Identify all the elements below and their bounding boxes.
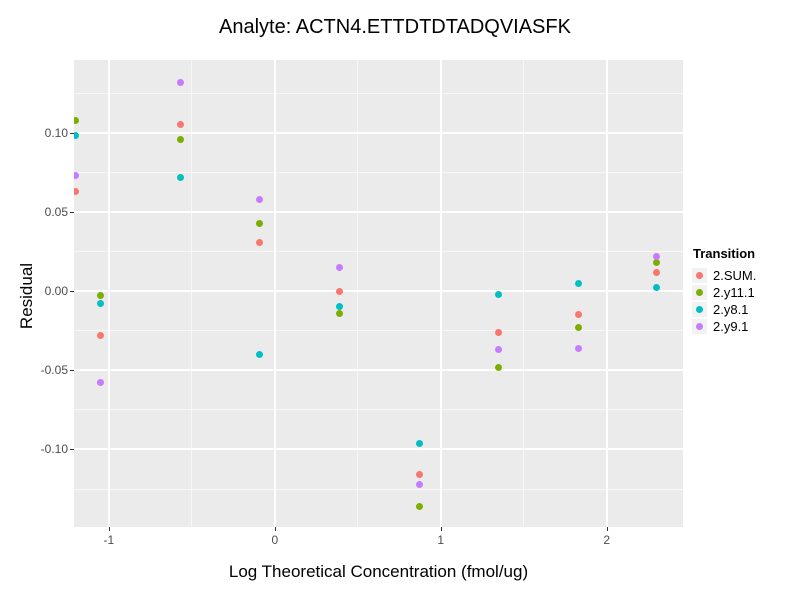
x-tick-label: 1 xyxy=(437,533,445,547)
data-point xyxy=(97,300,105,308)
y-tick-mark xyxy=(70,132,74,134)
y-tick-label: -0.10 xyxy=(40,442,68,457)
legend-item: 2.SUM. xyxy=(692,267,756,284)
gridline-x-minor xyxy=(523,60,525,527)
data-point xyxy=(574,279,582,287)
data-point xyxy=(652,252,660,260)
legend-rows: 2.SUM. 2.y11.1 2.y8.1 2.y9.1 xyxy=(692,267,756,335)
data-point xyxy=(415,480,423,488)
legend-key xyxy=(692,285,707,300)
gridline-y-major xyxy=(74,369,683,372)
legend: Transition 2.SUM. 2.y11.1 2.y8.1 2.y9.1 xyxy=(692,246,756,335)
legend-title: Transition xyxy=(693,246,756,261)
y-tick-mark xyxy=(70,211,74,213)
x-tick-mark xyxy=(274,527,276,531)
data-point xyxy=(256,219,264,227)
legend-key xyxy=(692,319,707,334)
legend-item-label: 2.y11.1 xyxy=(713,285,755,300)
x-tick-label: 0 xyxy=(271,533,279,547)
data-point xyxy=(74,187,80,195)
data-point xyxy=(74,132,80,140)
data-point xyxy=(176,173,184,181)
data-point xyxy=(256,238,264,246)
data-point xyxy=(652,268,660,276)
data-point xyxy=(74,116,80,124)
data-point xyxy=(495,328,503,336)
legend-item-label: 2.SUM. xyxy=(713,268,757,283)
data-point xyxy=(97,292,105,300)
x-tick-mark xyxy=(108,527,110,531)
chart-title: Analyte: ACTN4.ETTDTDTADQVIASFK xyxy=(219,16,571,38)
x-tick-mark xyxy=(606,527,608,531)
data-point xyxy=(415,502,423,510)
gridline-x-major xyxy=(605,60,608,527)
legend-point-icon xyxy=(696,272,703,279)
gridline-y-minor xyxy=(74,251,683,253)
gridline-y-minor xyxy=(74,409,683,411)
data-point xyxy=(74,172,80,180)
gridline-y-major xyxy=(74,290,683,293)
x-tick-label: 2 xyxy=(603,533,610,547)
y-tick-label: 0.00 xyxy=(44,284,68,299)
y-tick-mark xyxy=(70,449,74,451)
data-point xyxy=(415,471,423,479)
legend-item-label: 2.y9.1 xyxy=(713,319,749,334)
y-tick-label: -0.05 xyxy=(40,363,68,378)
gridline-y-minor xyxy=(74,488,683,490)
gridline-x-major xyxy=(273,60,276,527)
data-point xyxy=(495,290,503,298)
data-point xyxy=(336,287,343,295)
data-point xyxy=(97,379,105,387)
gridline-y-major xyxy=(74,210,683,213)
data-point xyxy=(97,331,105,339)
data-point xyxy=(574,311,582,319)
gridline-y-minor xyxy=(74,92,683,94)
legend-item: 2.y11.1 xyxy=(692,284,756,301)
gridline-x-minor xyxy=(357,60,359,527)
x-tick-label: -1 xyxy=(103,533,115,547)
legend-item: 2.y8.1 xyxy=(692,301,756,318)
data-point xyxy=(336,309,343,317)
gridline-x-major xyxy=(439,60,442,527)
legend-key xyxy=(692,268,707,283)
data-point xyxy=(256,350,264,358)
y-tick-mark xyxy=(70,370,74,372)
legend-point-icon xyxy=(696,306,703,313)
data-point xyxy=(176,135,184,143)
data-point xyxy=(176,78,184,86)
gridline-y-major xyxy=(74,131,683,134)
legend-item: 2.y9.1 xyxy=(692,318,756,335)
x-axis-title: Log Theoretical Concentration (fmol/ug) xyxy=(228,562,529,581)
y-tick-mark xyxy=(70,291,74,293)
plot-panel xyxy=(74,60,683,527)
y-axis-title: Residual xyxy=(17,262,36,330)
data-point xyxy=(415,439,423,447)
data-point xyxy=(336,263,343,271)
data-point xyxy=(256,195,264,203)
gridline-y-major xyxy=(74,448,683,451)
data-point xyxy=(176,121,184,129)
gridline-y-minor xyxy=(74,330,683,332)
gridline-x-minor xyxy=(191,60,193,527)
legend-item-label: 2.y8.1 xyxy=(713,302,749,317)
data-point xyxy=(495,346,503,354)
data-point xyxy=(574,324,582,332)
data-point xyxy=(495,363,503,371)
legend-key xyxy=(692,302,707,317)
data-point xyxy=(336,303,343,311)
legend-point-icon xyxy=(696,289,703,296)
y-tick-label: 0.05 xyxy=(44,204,68,219)
gridline-y-minor xyxy=(74,171,683,173)
x-tick-mark xyxy=(440,527,442,531)
y-tick-label: 0.10 xyxy=(44,125,68,140)
data-point xyxy=(652,259,660,267)
data-point xyxy=(652,284,660,292)
legend-point-icon xyxy=(696,323,703,330)
gridline-x-major xyxy=(107,60,110,527)
data-point xyxy=(574,344,582,352)
